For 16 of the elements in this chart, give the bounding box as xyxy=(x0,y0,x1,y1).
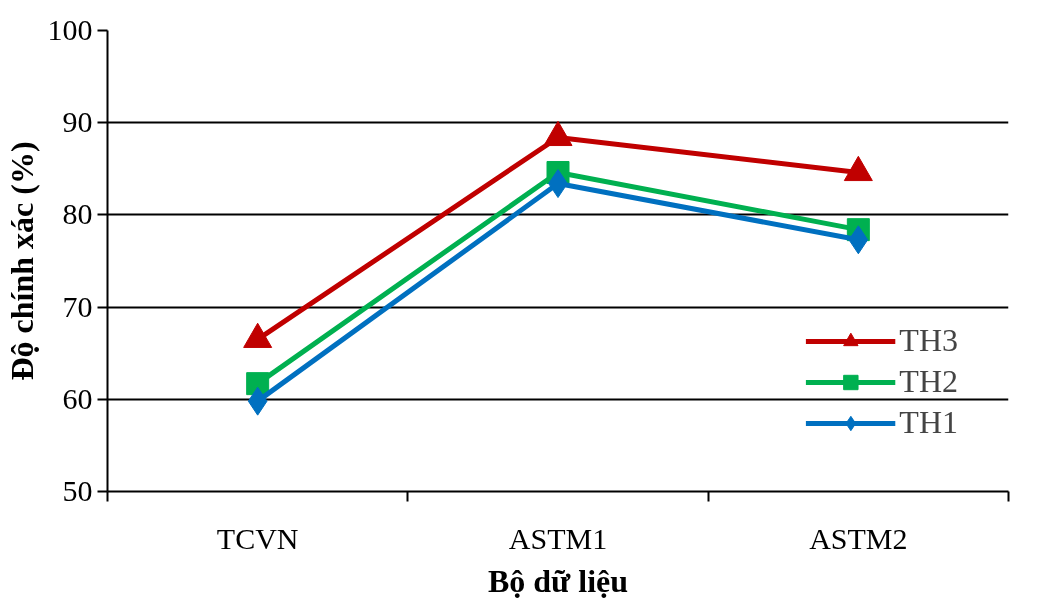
legend-label: TH2 xyxy=(899,363,958,400)
y-tick-label: 50 xyxy=(62,474,93,507)
y-tick-label: 100 xyxy=(47,13,93,46)
y-tick-label: 60 xyxy=(62,381,93,415)
point xyxy=(848,225,869,255)
point xyxy=(247,386,268,416)
y-tick-label: 80 xyxy=(62,197,93,231)
x-tick-label: ASTM1 xyxy=(508,521,608,555)
x-axis-title: Bộ dữ liệu xyxy=(487,562,629,599)
y-axis-title: Độ chính xác (%) xyxy=(3,141,40,381)
legend-label: TH3 xyxy=(899,322,958,359)
y-tick-label: 70 xyxy=(62,289,93,323)
y-tick-label: 90 xyxy=(62,105,93,139)
legend-label: TH1 xyxy=(899,404,958,441)
x-tick-label: ASTM2 xyxy=(809,521,908,555)
x-tick-label: TCVN xyxy=(216,521,299,555)
